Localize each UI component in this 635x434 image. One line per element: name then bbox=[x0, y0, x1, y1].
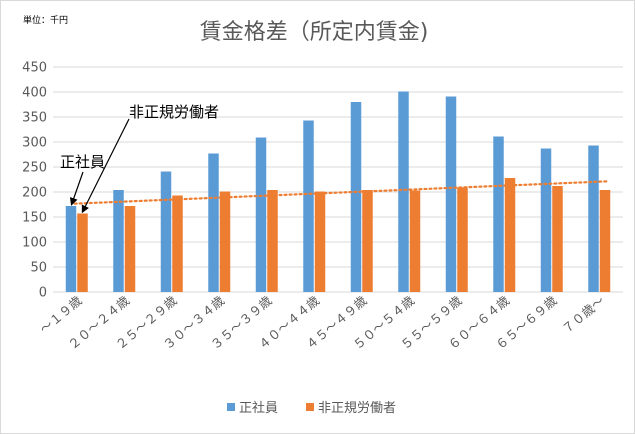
y-tick-label: 200 bbox=[22, 186, 47, 201]
bar-nonregular bbox=[267, 190, 278, 292]
bar-nonregular bbox=[77, 213, 88, 292]
trendline-path bbox=[73, 180, 609, 205]
bar-regular bbox=[398, 91, 409, 292]
annotation-regular: 正社員 bbox=[60, 153, 105, 171]
y-tick-label: 450 bbox=[22, 61, 47, 76]
y-tick-label: 300 bbox=[22, 136, 47, 151]
bar-nonregular bbox=[314, 191, 326, 292]
bars bbox=[65, 91, 611, 292]
y-tick-label: 50 bbox=[30, 261, 47, 276]
trendline bbox=[73, 180, 609, 205]
bar-regular bbox=[65, 206, 77, 292]
y-tick-label: 400 bbox=[22, 86, 47, 101]
bar-nonregular bbox=[504, 178, 516, 292]
legend-swatch bbox=[227, 403, 235, 411]
unit-label: 単位：千円 bbox=[23, 14, 68, 26]
bar-regular bbox=[493, 136, 504, 292]
gridlines bbox=[53, 66, 623, 293]
bar-regular bbox=[208, 153, 219, 292]
y-axis-ticks: 0 50 100 150 200 250 300 350 400 450 bbox=[22, 61, 47, 301]
bar-regular bbox=[445, 96, 457, 292]
legend-label: 正社員 bbox=[239, 400, 278, 416]
bar-regular bbox=[588, 145, 599, 292]
annotation-arrow bbox=[81, 118, 130, 214]
y-tick-label: 250 bbox=[22, 161, 47, 176]
bar-regular bbox=[113, 190, 124, 292]
x-axis-ticks: ～１９歳２０～２４歳２５～２９歳３０～３４歳３５～３９歳４０～４４歳４５～４９歳… bbox=[37, 292, 607, 352]
bar-nonregular bbox=[599, 190, 611, 292]
legend-swatch bbox=[306, 403, 314, 411]
bar-nonregular bbox=[124, 206, 136, 292]
y-tick-label: 150 bbox=[22, 211, 47, 226]
y-tick-label: 350 bbox=[22, 111, 47, 126]
bar-regular bbox=[255, 137, 267, 292]
bar-nonregular bbox=[219, 191, 231, 292]
x-tick-label: ７０歳～ bbox=[559, 293, 607, 337]
bar-nonregular bbox=[409, 190, 421, 292]
y-tick-label: 100 bbox=[22, 236, 47, 251]
annotations: 正社員 非正規労働者 bbox=[60, 103, 219, 214]
bar-regular bbox=[540, 148, 552, 292]
bar-regular bbox=[160, 171, 172, 292]
bar-nonregular bbox=[457, 187, 468, 292]
chart-title: 賃金格差（所定内賃金) bbox=[200, 20, 429, 45]
bar-nonregular bbox=[552, 186, 563, 292]
bar-nonregular bbox=[172, 195, 183, 292]
annotation-arrow bbox=[69, 171, 84, 206]
bar-regular bbox=[350, 102, 362, 292]
bar-nonregular bbox=[362, 190, 373, 292]
y-tick-label: 0 bbox=[39, 286, 47, 301]
legend-label: 非正規労働者 bbox=[318, 401, 396, 416]
legend: 正社員 非正規労働者 bbox=[227, 400, 396, 416]
bar-regular bbox=[303, 120, 314, 292]
annotation-nonregular: 非正規労働者 bbox=[129, 103, 219, 121]
